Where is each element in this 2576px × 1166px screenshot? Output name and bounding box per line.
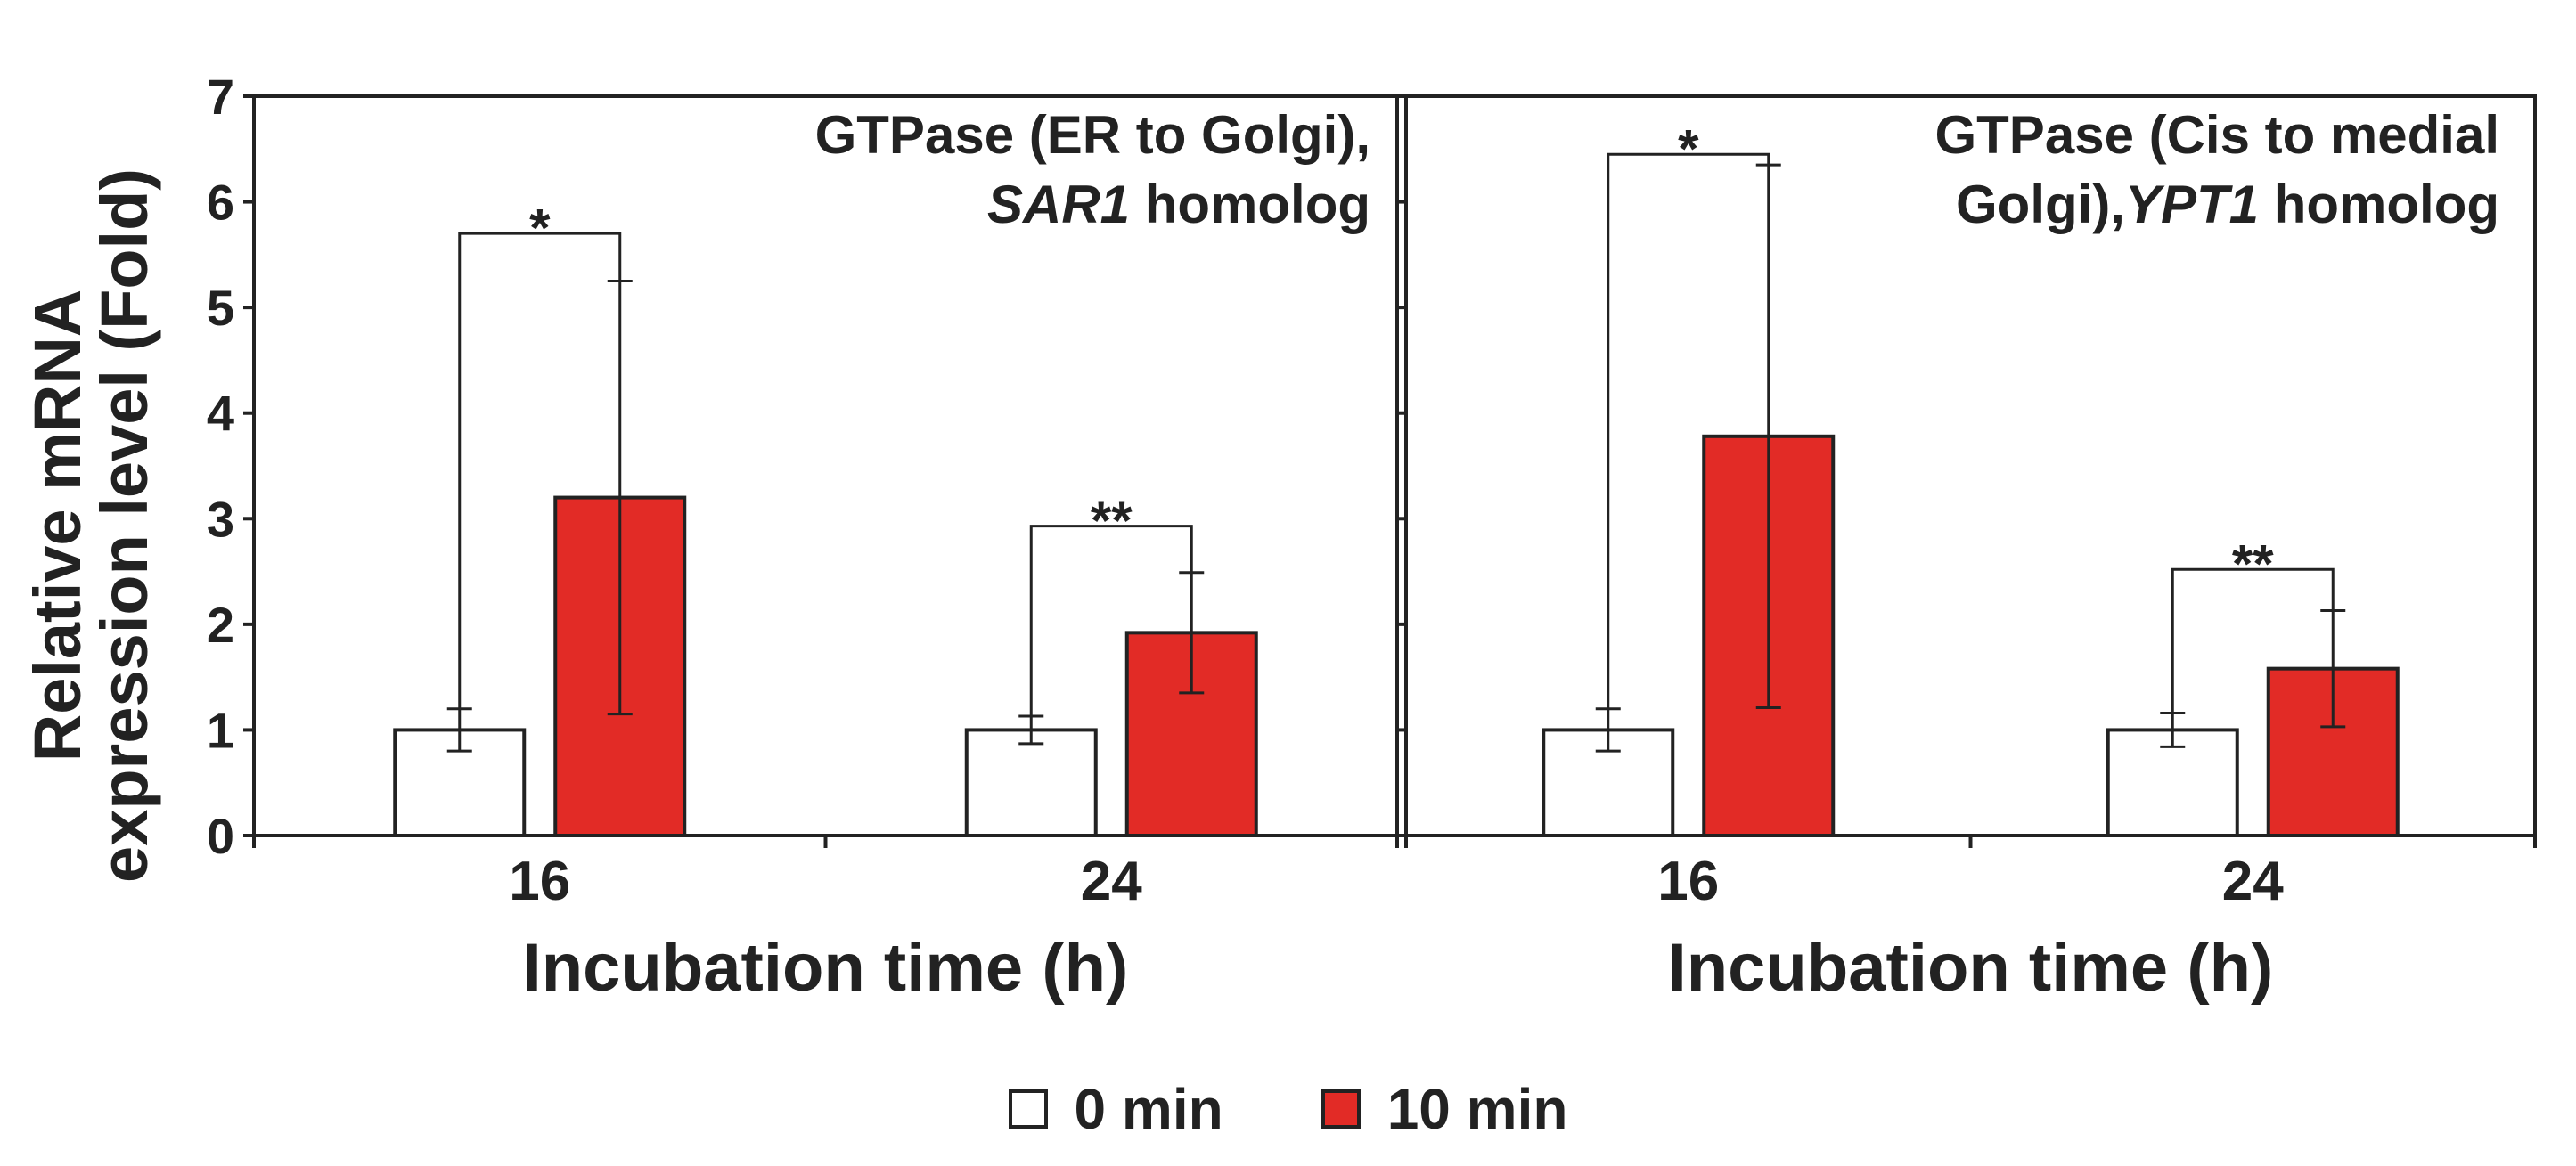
significance-marker: * <box>1678 118 1699 178</box>
legend-item-0min: 0 min <box>1008 1076 1223 1142</box>
gene-name: SAR1 <box>987 175 1130 234</box>
x-axis-title: Incubation time (h) <box>523 930 1129 1006</box>
y-tick-label: 3 <box>207 491 234 547</box>
legend-label-0min: 0 min <box>1074 1077 1223 1141</box>
legend-swatch-0min <box>1008 1089 1048 1129</box>
legend-label-10min: 10 min <box>1386 1077 1568 1141</box>
y-axis-label-line1: Relative mRNA <box>20 289 94 762</box>
y-tick-label: 1 <box>207 702 234 758</box>
significance-bracket <box>2171 567 2335 713</box>
significance-marker: * <box>529 198 551 257</box>
legend-item-10min: 10 min <box>1321 1076 1568 1142</box>
title-text: GTPase (ER to Golgi), <box>815 105 1370 165</box>
chart-panel-2: * 16 ** 24 Incubation time (h) GTPase (Cis to… <box>1395 94 2537 1006</box>
panel-title-line-1: GTPase (ER to Golgi), <box>815 105 1370 165</box>
x-tick-label-24: 24 <box>2222 851 2284 912</box>
title-text: GTPase (Cis to medial <box>1934 105 2499 165</box>
panel-title-line-2: Golgi),YPT1 homolog <box>1956 175 2499 234</box>
significance-bracket <box>458 232 622 709</box>
x-tick-label-24: 24 <box>1081 851 1142 912</box>
x-axis-title: Incubation time (h) <box>1668 930 2274 1006</box>
chart-panel-1: 0 1 2 3 4 5 6 7 * 16 ** 24 Incubation time (h) GTPase… <box>207 69 1399 1006</box>
panel-title-line-2: SAR1 homolog <box>987 175 1370 234</box>
charts-group: 0 1 2 3 4 5 6 7 * 16 ** 24 Incubation time (h) GTPase… <box>207 69 2537 1006</box>
significance-marker: ** <box>2232 534 2274 593</box>
bar-0min-24h <box>964 728 1098 838</box>
y-tick-label: 5 <box>207 280 234 336</box>
legend: 0 min 10 min <box>0 1064 2576 1154</box>
title-text: Golgi), <box>1956 175 2125 234</box>
significance-bracket <box>1029 525 1193 717</box>
y-tick-label: 7 <box>207 69 234 125</box>
x-tick-label-16: 16 <box>509 851 570 912</box>
y-tick-label: 2 <box>207 597 234 653</box>
panel-title-line-1: GTPase (Cis to medial <box>1934 105 2499 165</box>
title-text: homolog <box>1130 175 1370 234</box>
significance-marker: ** <box>1091 491 1133 550</box>
legend-swatch-10min <box>1321 1089 1361 1129</box>
x-tick-label-16: 16 <box>1657 851 1719 912</box>
gene-name: YPT1 <box>2125 175 2259 234</box>
title-text: homolog <box>2259 175 2499 234</box>
y-tick-label: 0 <box>207 808 234 864</box>
significance-bracket <box>1607 152 1770 709</box>
y-tick-label: 4 <box>207 386 234 442</box>
y-tick-label: 6 <box>207 175 234 231</box>
y-axis-label-line2: expression level (Fold) <box>87 168 161 883</box>
